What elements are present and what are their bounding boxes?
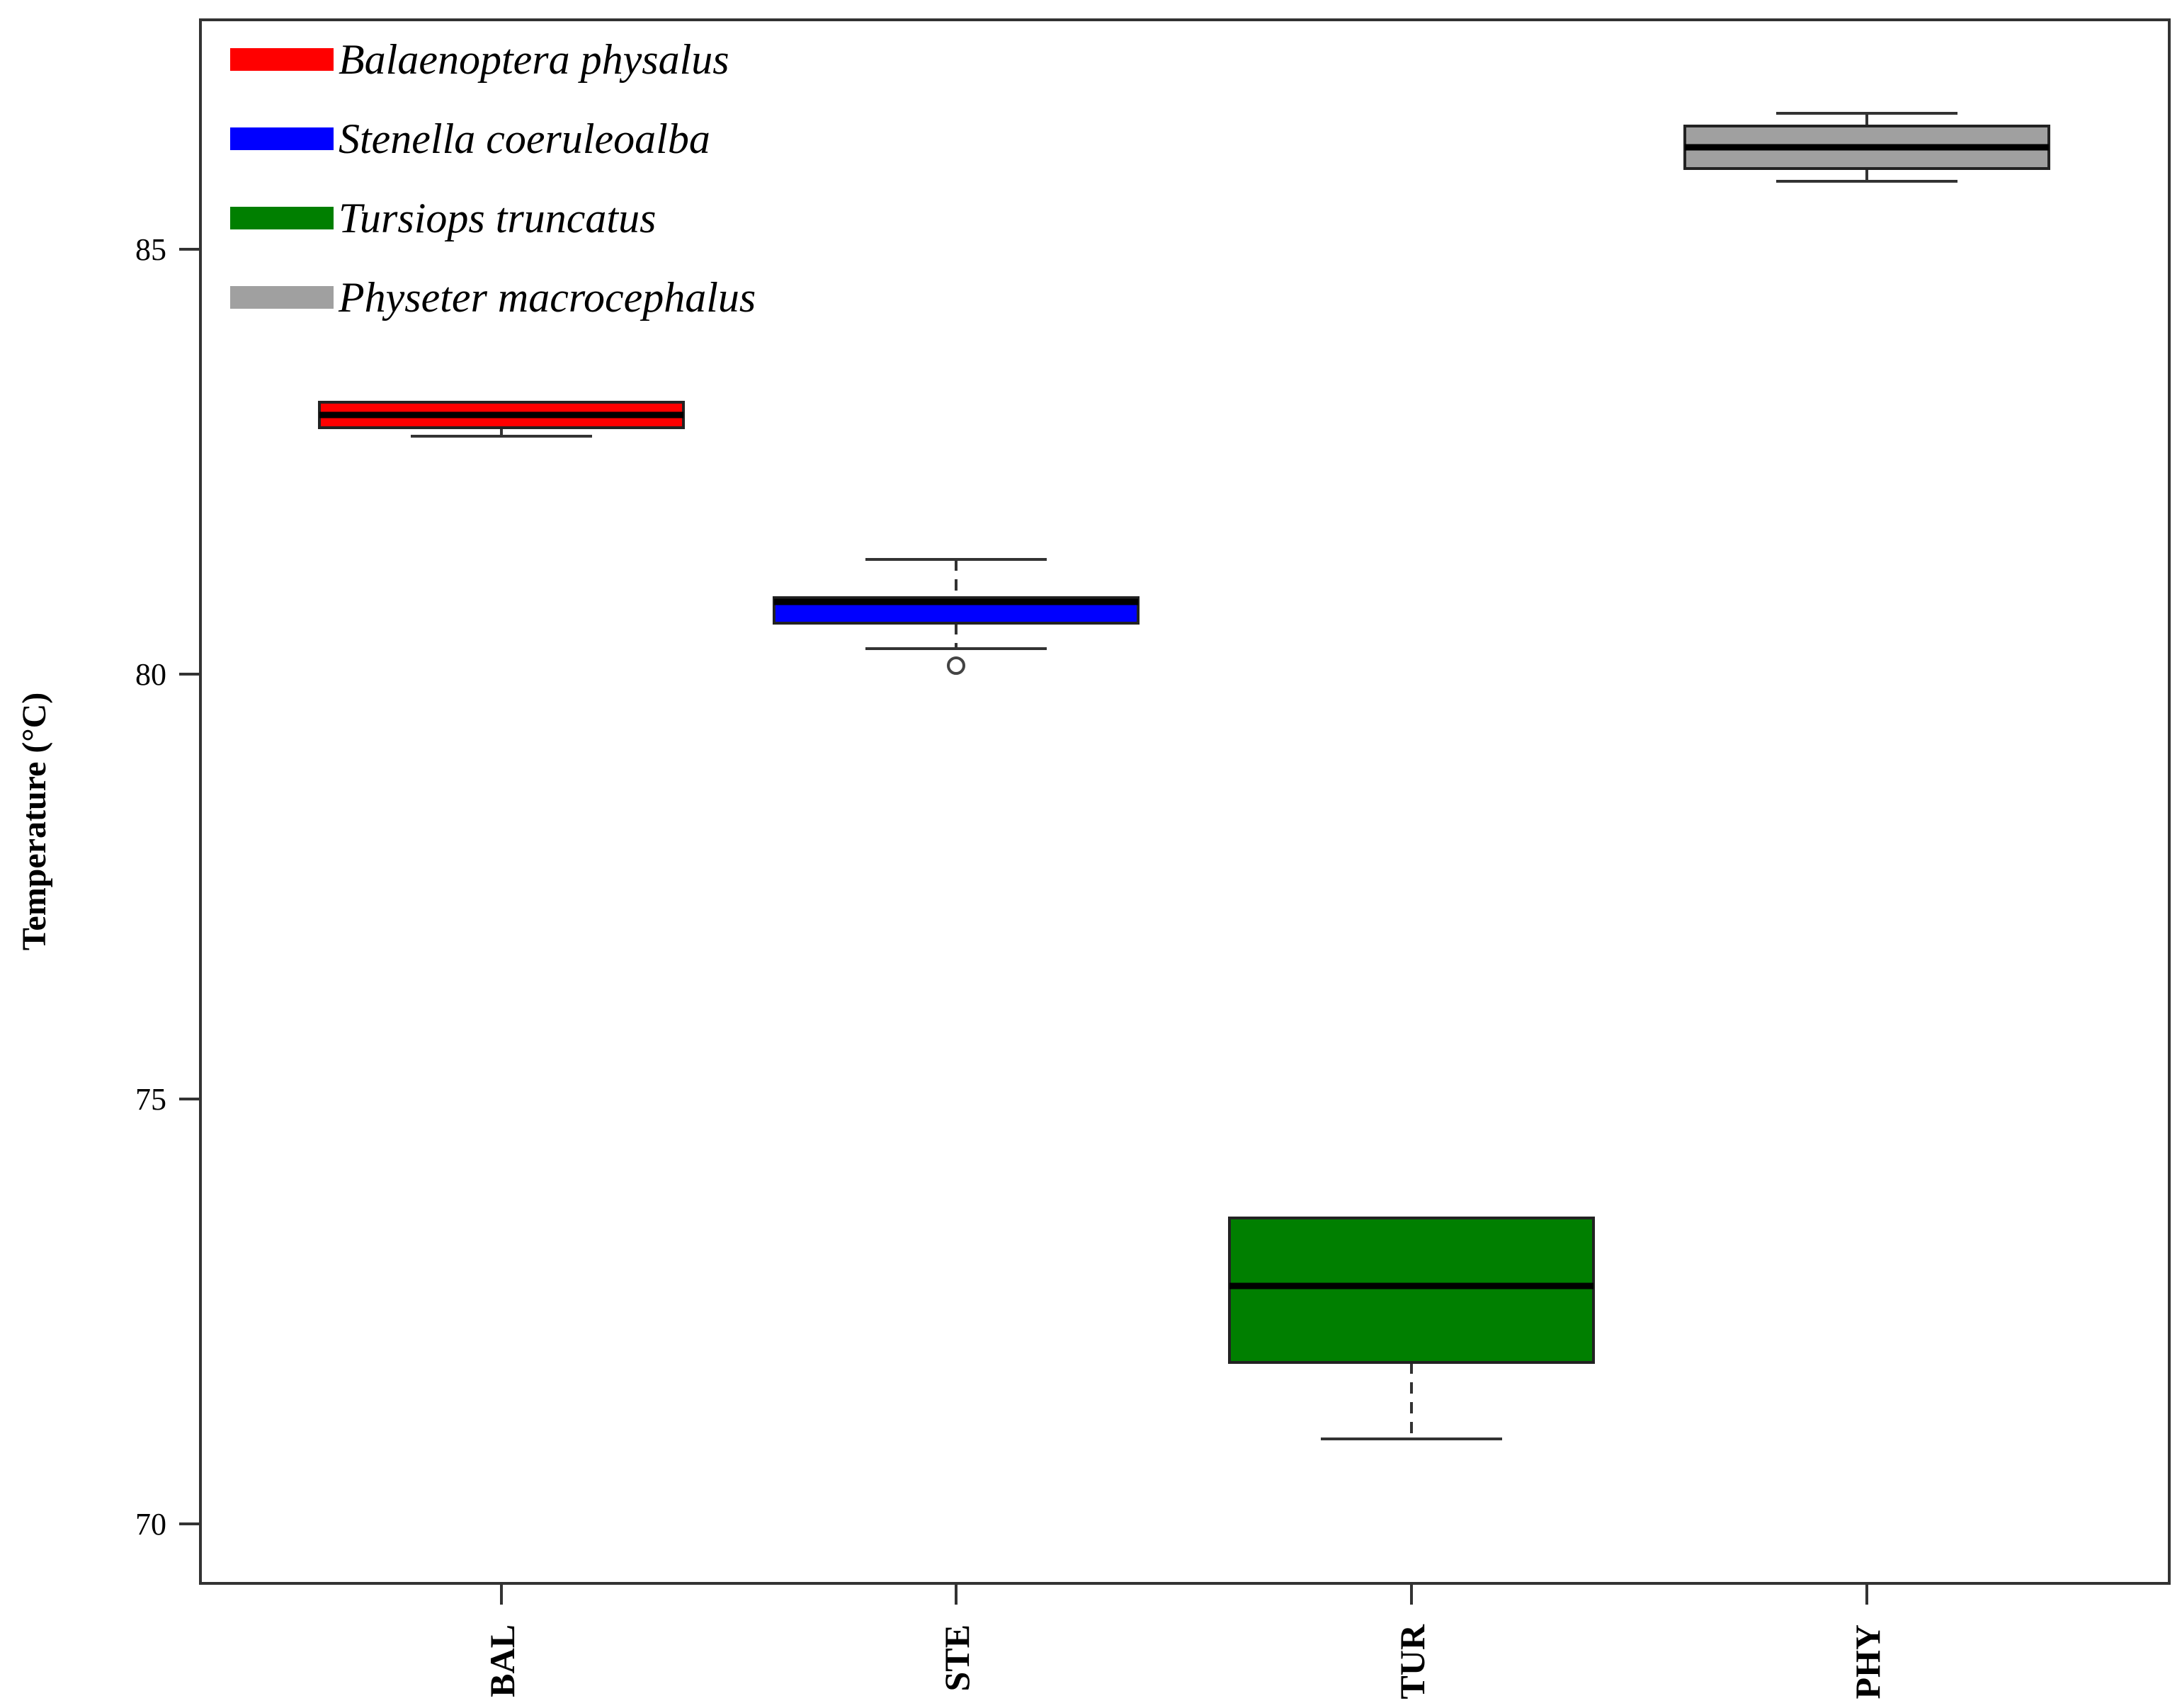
x-tick-label: STE xyxy=(937,1624,977,1692)
legend-swatch xyxy=(230,127,334,150)
legend-label: Balaenoptera physalus xyxy=(339,36,729,83)
y-tick-label: 70 xyxy=(135,1507,166,1542)
box-phy xyxy=(1683,112,2050,183)
y-tick-label: 75 xyxy=(135,1082,166,1117)
y-tick-label: 80 xyxy=(135,657,166,692)
y-tick-label: 85 xyxy=(135,232,166,267)
legend-swatch xyxy=(230,286,334,309)
legend-swatch xyxy=(230,48,334,71)
x-tick-label: BAL xyxy=(482,1624,522,1697)
x-tick-label: TUR xyxy=(1392,1624,1432,1699)
legend-label: Tursiops truncatus xyxy=(339,195,656,241)
box-ste xyxy=(773,558,1140,675)
y-axis: 70 75 80 85 xyxy=(135,232,200,1542)
x-tick-label: PHY xyxy=(1848,1624,1887,1700)
legend: Balaenoptera physalus Stenella coeruleoal… xyxy=(230,36,756,321)
box-bal xyxy=(318,401,685,438)
y-axis-title: Temperature (°C) xyxy=(16,693,53,950)
plot-frame xyxy=(199,18,2171,1585)
legend-swatch xyxy=(230,207,334,229)
box-iqr xyxy=(1228,1217,1595,1364)
legend-label: Stenella coeruleoalba xyxy=(339,115,710,162)
outlier-point xyxy=(947,656,965,675)
box-tur xyxy=(1228,1217,1595,1440)
legend-label: Physeter macrocephalus xyxy=(338,274,756,321)
box-series xyxy=(318,112,2050,1440)
x-axis: BAL STE TUR PHY xyxy=(482,1583,1887,1700)
